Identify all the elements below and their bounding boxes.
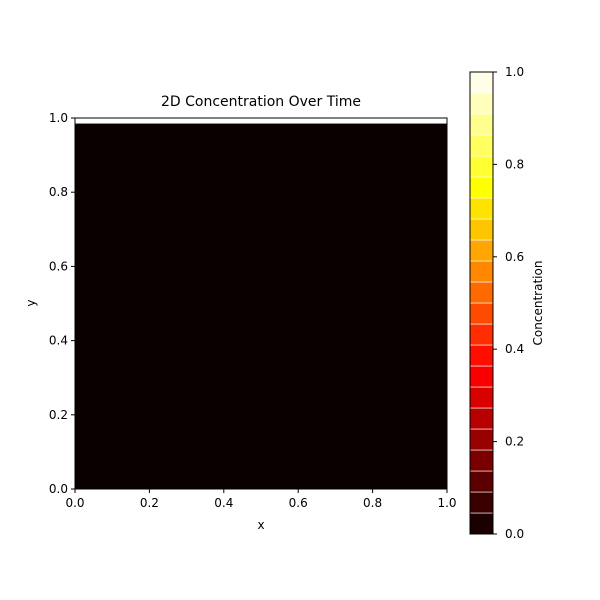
x-tick-label: 1.0 [437, 496, 456, 510]
colorbar-band [469, 512, 494, 535]
colorbar-band [469, 134, 494, 157]
colorbar-band [469, 386, 494, 409]
plot-frame [74, 117, 448, 490]
colorbar-band [469, 92, 494, 115]
colorbar-band [469, 407, 494, 430]
x-tick-label: 0.4 [214, 496, 233, 510]
x-tick-label: 0.6 [289, 496, 308, 510]
colorbar-tick-label: 1.0 [505, 65, 524, 79]
concentration-field [75, 123, 447, 489]
colorbar-band [469, 491, 494, 514]
colorbar-band [469, 281, 494, 304]
colorbar-band [469, 239, 494, 262]
y-tick-label: 0.0 [49, 482, 68, 496]
x-tick-label: 0.8 [363, 496, 382, 510]
colorbar-band [469, 218, 494, 241]
colorbar: 0.0 0.2 0.4 0.6 0.8 1.0 Concentration [469, 65, 545, 541]
colorbar-band [469, 197, 494, 220]
colorbar-band [469, 71, 494, 94]
chart-title: 2D Concentration Over Time [161, 94, 361, 110]
colorbar-tick-label: 0.0 [505, 527, 524, 541]
colorbar-band [469, 428, 494, 451]
colorbar-band [469, 449, 494, 472]
colorbar-label: Concentration [531, 261, 545, 346]
colorbar-band [469, 260, 494, 283]
x-axis-label: x [257, 518, 264, 532]
y-tick-label: 1.0 [49, 111, 68, 125]
colorbar-band [469, 323, 494, 346]
colorbar-band [469, 302, 494, 325]
y-tick-label: 0.4 [49, 334, 68, 348]
colorbar-band [469, 470, 494, 493]
colorbar-tick-label: 0.6 [505, 250, 524, 264]
x-tick-label: 0.0 [65, 496, 84, 510]
y-axis-ticks: 0.0 0.2 0.4 0.6 0.8 1.0 [49, 111, 75, 496]
y-tick-label: 0.6 [49, 259, 68, 273]
colorbar-band [469, 113, 494, 136]
main-axes: 0.0 0.2 0.4 0.6 0.8 1.0 0.0 0.2 0.4 0.6 0.8 1.0 2D… [24, 94, 457, 532]
colorbar-band [469, 365, 494, 388]
colorbar-tick-label: 0.8 [505, 157, 524, 171]
y-axis-label: y [24, 299, 38, 306]
colorbar-frame [469, 71, 494, 535]
y-tick-label: 0.2 [49, 408, 68, 422]
colorbar-band [469, 155, 494, 178]
colorbar-ticks: 0.0 0.2 0.4 0.6 0.8 1.0 [493, 65, 524, 541]
colorbar-bands [469, 71, 494, 535]
colorbar-band [469, 344, 494, 367]
x-tick-label: 0.2 [140, 496, 159, 510]
x-axis-ticks: 0.0 0.2 0.4 0.6 0.8 1.0 [65, 489, 457, 510]
y-tick-label: 0.8 [49, 185, 68, 199]
colorbar-tick-label: 0.2 [505, 435, 524, 449]
colorbar-band [469, 176, 494, 199]
colorbar-tick-label: 0.4 [505, 342, 524, 356]
